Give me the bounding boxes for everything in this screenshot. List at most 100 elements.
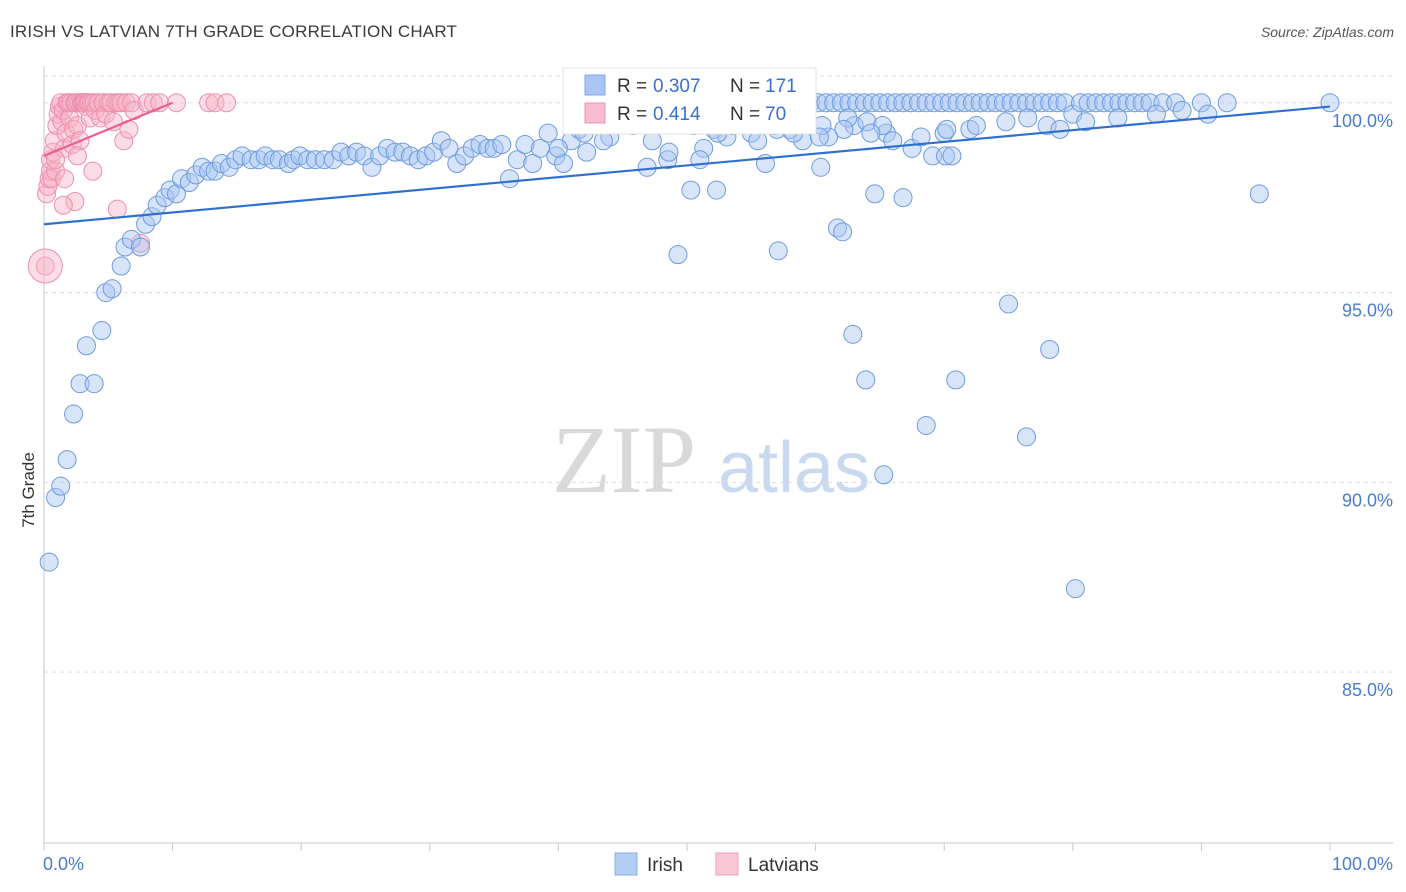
- latvians-point: [114, 131, 134, 151]
- bottom-legend-irish-label: Irish: [647, 855, 683, 876]
- irish-point: [354, 146, 374, 166]
- y-tick-label: 85.0%: [1342, 680, 1393, 700]
- irish-point: [862, 93, 882, 113]
- irish-point: [870, 93, 890, 113]
- irish-point: [1125, 93, 1145, 113]
- latvians-n-value: 70: [765, 104, 786, 125]
- irish-point: [932, 93, 952, 113]
- irish-point: [554, 154, 574, 174]
- latvians-point: [116, 93, 136, 113]
- latvians-r-label: R =: [617, 104, 647, 125]
- latvians-point: [67, 146, 87, 166]
- irish-point: [492, 135, 512, 155]
- irish-point: [854, 93, 874, 113]
- irish-point: [996, 112, 1016, 132]
- irish-point: [960, 119, 980, 139]
- irish-point: [962, 93, 982, 113]
- irish-point: [694, 138, 714, 158]
- irish-point: [947, 93, 967, 113]
- irish-point: [92, 321, 112, 341]
- irish-point: [1037, 116, 1057, 136]
- latvians-point: [121, 93, 141, 113]
- irish-point: [1108, 108, 1128, 128]
- irish-point: [707, 180, 727, 200]
- irish-point: [659, 142, 679, 162]
- watermark-zip: ZIP: [552, 406, 696, 513]
- irish-point: [1055, 93, 1075, 113]
- irish-point: [1032, 93, 1052, 113]
- latvians-point: [217, 93, 237, 113]
- irish-point: [439, 138, 459, 158]
- stats-legend: R = 0.307 N = 171 R = 0.414 N = 70: [562, 67, 817, 135]
- latvians-point: [53, 195, 73, 215]
- irish-point: [179, 172, 199, 192]
- irish-point: [298, 150, 318, 170]
- irish-point: [1191, 93, 1211, 113]
- irish-point: [824, 93, 844, 113]
- irish-point: [1001, 93, 1021, 113]
- irish-point: [839, 93, 859, 113]
- irish-point: [893, 93, 913, 113]
- irish-point: [1009, 93, 1029, 113]
- irish-point: [431, 131, 451, 151]
- latvians-point: [83, 161, 103, 181]
- latvians-point: [65, 191, 85, 211]
- irish-point: [548, 138, 568, 158]
- irish-point: [861, 123, 881, 143]
- irish-point: [1086, 93, 1106, 113]
- latvians-point: [107, 199, 127, 219]
- latvians-series: [27, 93, 237, 284]
- irish-point: [816, 93, 836, 113]
- irish-point: [993, 93, 1013, 113]
- irish-point: [96, 283, 116, 303]
- irish-point: [970, 93, 990, 113]
- irish-point: [577, 142, 597, 162]
- irish-point: [249, 150, 269, 170]
- irish-point: [455, 146, 475, 166]
- irish-point: [323, 150, 343, 170]
- irish-point: [515, 135, 535, 155]
- irish-point: [186, 165, 206, 185]
- irish-point: [942, 146, 962, 166]
- y-tick-labels: 85.0% 90.0% 95.0% 100.0%: [1332, 111, 1393, 700]
- irish-point: [865, 184, 885, 204]
- irish-point: [546, 146, 566, 166]
- latvians-point-large: [27, 248, 63, 284]
- irish-point: [946, 370, 966, 390]
- irish-point: [1050, 119, 1070, 139]
- irish-r-value: 0.307: [653, 76, 701, 97]
- irish-point: [939, 93, 959, 113]
- irish-point: [955, 93, 975, 113]
- irish-point: [447, 154, 467, 174]
- irish-point: [1017, 93, 1037, 113]
- latvians-n-label: N =: [730, 104, 760, 125]
- irish-point: [507, 150, 527, 170]
- irish-point: [1198, 104, 1218, 124]
- latvians-legend-swatch: [584, 102, 606, 124]
- irish-point: [978, 93, 998, 113]
- irish-point: [1172, 100, 1192, 120]
- irish-point: [843, 324, 863, 344]
- irish-point: [192, 157, 212, 177]
- irish-point: [999, 294, 1018, 314]
- x-tick-label-max: 100.0%: [1332, 854, 1393, 874]
- latvians-point: [35, 256, 55, 276]
- irish-point: [111, 256, 131, 276]
- latvians-r-value: 0.414: [653, 104, 701, 125]
- irish-point: [370, 146, 390, 166]
- irish-point: [46, 488, 66, 508]
- latvians-trend-line: [43, 101, 174, 157]
- irish-point: [847, 93, 867, 113]
- irish-point: [1040, 340, 1060, 360]
- irish-point: [874, 465, 894, 485]
- latvians-point: [44, 131, 64, 151]
- irish-point: [523, 154, 543, 174]
- irish-point: [878, 93, 898, 113]
- latvians-point: [37, 184, 57, 204]
- x-tick-label-min: 0.0%: [43, 854, 84, 874]
- irish-point: [226, 150, 246, 170]
- irish-point: [70, 374, 90, 394]
- irish-trend-line: [43, 105, 1331, 226]
- irish-point: [827, 218, 847, 238]
